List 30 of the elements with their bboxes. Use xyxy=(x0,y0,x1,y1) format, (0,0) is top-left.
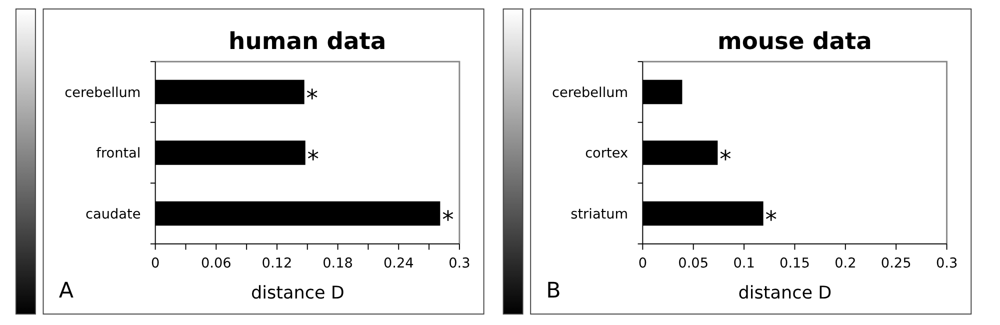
x-tick-label: 0.05 xyxy=(678,255,709,272)
x-tick-label: 0.3 xyxy=(936,255,958,272)
x-axis-title: distance D xyxy=(738,283,832,304)
text: A xyxy=(58,278,74,304)
y-tick-label: cerebellum xyxy=(64,84,141,101)
annotation: * xyxy=(306,84,318,112)
x-tick-label: 0.15 xyxy=(780,255,810,272)
y-tick-label: striatum xyxy=(570,206,628,222)
annotation: * xyxy=(720,144,732,173)
x-tick-label: 0.12 xyxy=(262,255,292,272)
x-tick-label: 0.3 xyxy=(448,255,470,272)
x-tick-label: 0.06 xyxy=(200,255,232,272)
x-tick-label: 0.18 xyxy=(322,255,353,272)
x-tick-label: 0.1 xyxy=(733,255,755,272)
x-tick-label: 0 xyxy=(151,255,160,272)
y-tick-label: cerebellum xyxy=(552,84,628,101)
chart-title: human data xyxy=(228,26,386,55)
x-axis-title: distance D xyxy=(250,283,344,304)
text: B xyxy=(546,278,561,304)
x-tick-label: 0.24 xyxy=(383,255,414,272)
x-tick-label: 0.25 xyxy=(880,255,912,272)
x-tick-label: 0 xyxy=(638,255,648,272)
y-tick-label: cortex xyxy=(585,146,628,162)
y-tick-label: caudate xyxy=(86,206,141,222)
annotation: * xyxy=(765,206,777,234)
x-tick-label: 0.2 xyxy=(834,255,856,272)
chart-title: mouse data xyxy=(718,26,872,55)
y-tick-label: frontal xyxy=(96,146,141,162)
annotation: * xyxy=(442,206,454,234)
annotation: * xyxy=(307,144,319,173)
